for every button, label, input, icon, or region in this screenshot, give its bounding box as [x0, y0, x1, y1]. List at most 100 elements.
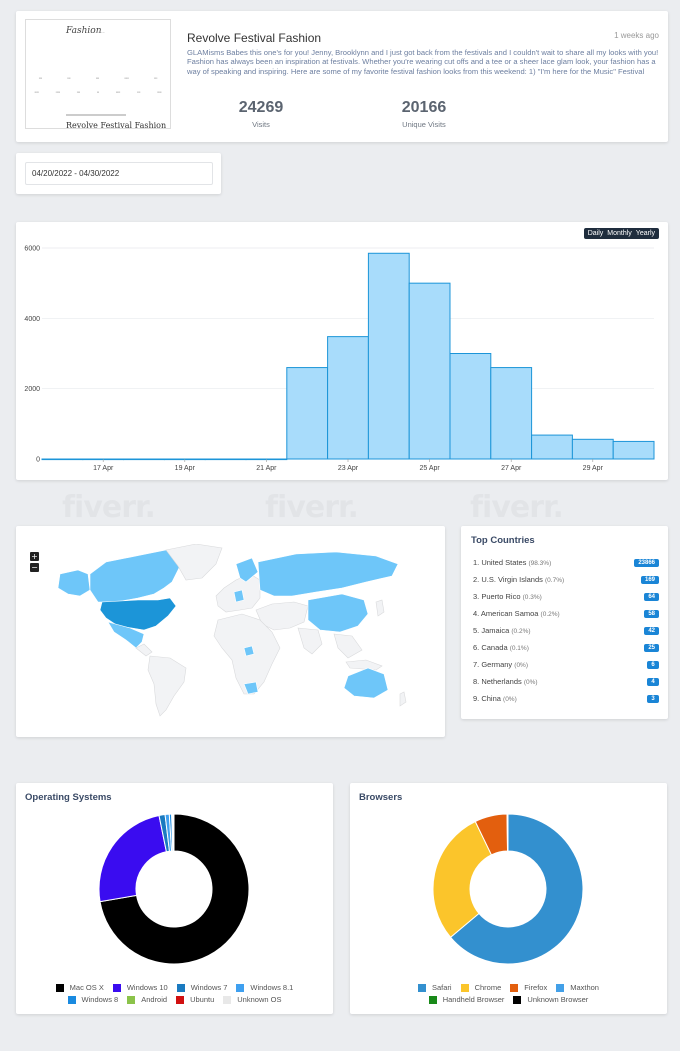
country-pct: (0.2%): [540, 611, 560, 618]
map-region-japan[interactable]: [375, 599, 385, 617]
date-range-input[interactable]: [25, 162, 213, 185]
legend-item[interactable]: Handheld Browser: [428, 995, 504, 1004]
legend-item[interactable]: Windows 8.1: [236, 983, 293, 992]
y-tick-label: 0: [36, 457, 40, 464]
map-region-west-africa[interactable]: [243, 645, 255, 657]
country-row: 4. American Samoa (0.2%) 58: [473, 605, 659, 622]
histogram-bar[interactable]: [531, 434, 573, 460]
thumbnail-title: Revolve Festival Fashion: [66, 121, 167, 129]
map-region-china[interactable]: [307, 593, 369, 633]
legend-label: Windows 8: [81, 995, 119, 1004]
country-count-badge: 42: [644, 626, 659, 635]
map-region-greenland[interactable]: [165, 544, 223, 581]
histogram-bar[interactable]: [571, 438, 614, 460]
country-name: 7. Germany: [473, 660, 513, 669]
histogram-bar[interactable]: [490, 367, 533, 460]
yearly-button[interactable]: Yearly: [635, 230, 655, 237]
country-pct: (0%): [514, 662, 529, 669]
histogram-bar[interactable]: [449, 353, 492, 460]
legend-swatch: [112, 983, 121, 992]
legend-item[interactable]: Firefox: [510, 983, 547, 992]
legend-item[interactable]: Chrome: [460, 983, 501, 992]
donut-slice[interactable]: [432, 820, 493, 938]
country-name: 9. China: [473, 694, 501, 703]
country-row: 9. China (0%) 3: [473, 690, 659, 707]
legend-label: Mac OS X: [69, 983, 104, 992]
map-region-scandinavia[interactable]: [235, 557, 259, 583]
thumbnail-nav-secondary: ▪▪▪▪ ▪▪▪▪ ▪▪▪ ▪▪ ▪▪▪▪ ▪▪▪ ▪▪▪▪: [34, 90, 162, 94]
y-tick-label: 2000: [24, 386, 40, 393]
histogram-bar[interactable]: [204, 458, 247, 461]
post-title[interactable]: Revolve Festival Fashion: [187, 31, 322, 45]
histogram-bar[interactable]: [408, 282, 451, 460]
legend-item[interactable]: Maxthon: [556, 983, 599, 992]
country-name: 5. Jamaica: [473, 626, 510, 635]
post-time: 1 weeks ago: [614, 31, 659, 40]
legend-label: Android: [141, 995, 168, 1004]
map-region-new-zealand[interactable]: [399, 691, 407, 707]
legend-item[interactable]: Mac OS X: [55, 983, 104, 992]
histogram-bar[interactable]: [612, 440, 655, 460]
country-pct: (0.2%): [511, 628, 531, 635]
thumbnail-logo: Fashion: [66, 26, 102, 36]
legend-item[interactable]: Safari: [418, 983, 452, 992]
map-region-russia[interactable]: [257, 551, 399, 597]
country-count-badge: 3: [647, 694, 659, 703]
map-region-canada[interactable]: [89, 549, 185, 603]
donut-slice[interactable]: [98, 814, 168, 903]
legend-item[interactable]: Windows 7: [176, 983, 227, 992]
donut-slice[interactable]: [172, 813, 175, 852]
map-region-alaska[interactable]: [57, 569, 91, 597]
histogram-bar[interactable]: [286, 367, 329, 460]
daily-button[interactable]: Daily: [587, 230, 604, 237]
browsers-legend: Safari Chrome Firefox Maxthon Handheld Brows…: [350, 983, 667, 1004]
legend-item[interactable]: Unknown OS: [223, 995, 281, 1004]
x-tick-label: 25 Apr: [419, 465, 440, 472]
map-region-germany[interactable]: [233, 589, 245, 603]
histogram-bar[interactable]: [327, 336, 369, 460]
post-thumbnail[interactable]: Fashion ~~~~~~~~ ▪▪▪ ▪▪▪ ▪▪▪ ▪▪▪▪ ▪▪▪ ▪▪▪▪ ▪▪…: [25, 19, 171, 129]
donut-slice[interactable]: [449, 813, 584, 965]
x-tick-label: 21 Apr: [256, 465, 277, 472]
operating-systems-donut: [98, 813, 250, 965]
legend-item[interactable]: Ubuntu: [176, 995, 214, 1004]
world-map-card: + −: [16, 526, 445, 737]
histogram-bar[interactable]: [367, 252, 410, 460]
map-region-central-america[interactable]: [135, 643, 153, 657]
map-region-south-africa[interactable]: [243, 681, 259, 695]
country-pct: (98.3%): [528, 560, 552, 567]
legend-label: Unknown Browser: [527, 995, 589, 1004]
legend-item[interactable]: Unknown Browser: [513, 995, 588, 1004]
legend-item[interactable]: Windows 10: [112, 983, 168, 992]
thumbnail-nav: ▪▪▪ ▪▪▪ ▪▪▪ ▪▪▪▪ ▪▪▪: [38, 76, 158, 80]
legend-item[interactable]: Android: [127, 995, 167, 1004]
country-count-badge: 6: [647, 660, 659, 669]
legend-label: Ubuntu: [190, 995, 215, 1004]
legend-swatch: [418, 983, 426, 992]
map-region-south-asia[interactable]: [297, 627, 363, 659]
legend-label: Firefox: [524, 983, 548, 992]
unique-visits-value: 20166: [401, 99, 447, 116]
map-region-indonesia[interactable]: [345, 659, 383, 671]
map-region-south-america[interactable]: [147, 655, 187, 717]
zoom-out-button[interactable]: −: [30, 563, 39, 572]
world-map[interactable]: [46, 544, 416, 722]
post-card: Fashion ~~~~~~~~ ▪▪▪ ▪▪▪ ▪▪▪ ▪▪▪▪ ▪▪▪ ▪▪▪▪ ▪▪…: [16, 11, 668, 142]
legend-swatch: [55, 983, 64, 992]
map-region-usa[interactable]: [99, 597, 177, 631]
map-region-mexico[interactable]: [107, 621, 145, 649]
legend-item[interactable]: Windows 8: [67, 995, 119, 1004]
country-count-badge: 169: [640, 575, 659, 584]
legend-swatch: [510, 983, 519, 992]
donut-slice[interactable]: [99, 813, 250, 965]
histogram-bar[interactable]: [41, 458, 84, 461]
monthly-button[interactable]: Monthly: [607, 230, 632, 237]
watermark: fiverr.: [265, 490, 358, 525]
histogram-bar[interactable]: [123, 458, 165, 461]
country-row: 6. Canada (0.1%) 25: [473, 639, 659, 656]
legend-swatch: [127, 995, 136, 1004]
zoom-in-button[interactable]: +: [30, 552, 39, 561]
map-region-australia[interactable]: [343, 667, 389, 699]
country-row: 7. Germany (0%) 6: [473, 656, 659, 673]
unique-visits-stat: 20166 Unique Visits: [384, 99, 464, 129]
